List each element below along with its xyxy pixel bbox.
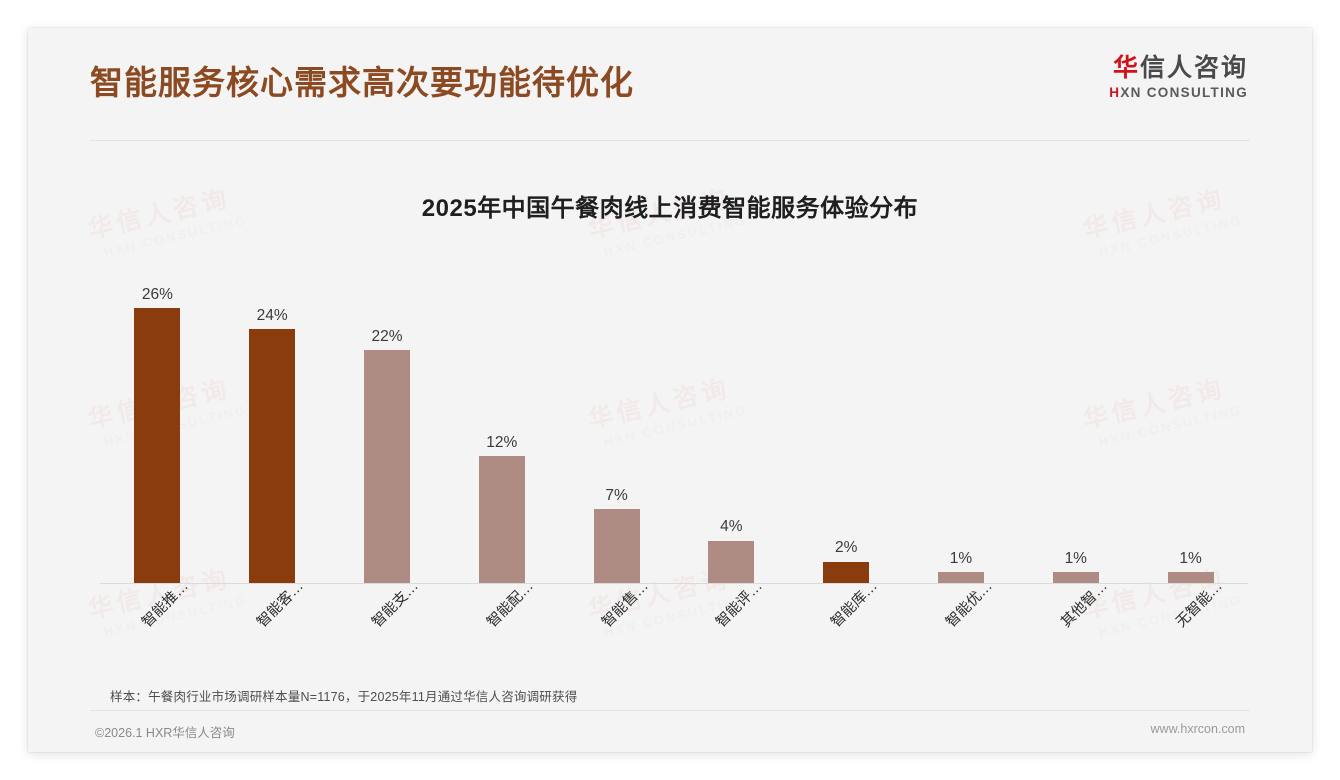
bar-group[interactable]: 7% [559, 254, 674, 583]
slide-canvas: 华信人咨询 HXN CONSULTING 华信人咨询 HXN CONSULTIN… [28, 28, 1312, 752]
x-label-slot: 智能推… [100, 578, 215, 670]
bar-value-label: 4% [720, 518, 743, 536]
x-label-slot: 智能配… [444, 578, 559, 670]
bar[interactable] [1167, 572, 1214, 583]
chart-area: 2025年中国午餐肉线上消费智能服务体验分布 26% 24% 22% 12% 7% 4% 2… [28, 146, 1312, 686]
bar-series: 26% 24% 22% 12% 7% 4% 2% 1% 1% 1% [100, 254, 1248, 583]
chart-title: 2025年中国午餐肉线上消费智能服务体验分布 [421, 195, 919, 222]
slide-footer: ©2026.1 HXR华信人咨询 www.hxrcon.com [90, 718, 1250, 746]
bar[interactable] [593, 509, 640, 583]
x-label-slot: 智能优… [904, 578, 1019, 670]
logo-en-accent: H [1109, 85, 1121, 101]
brand-logo: 华信人咨询 HXN CONSULTING [1109, 55, 1248, 100]
header-divider [90, 140, 1250, 141]
x-label-slot: 智能库… [789, 578, 904, 670]
x-axis-line [100, 583, 1248, 584]
bar-value-label: 7% [605, 486, 628, 504]
bar-group[interactable]: 26% [100, 254, 215, 583]
bar-value-label: 1% [1179, 549, 1202, 567]
bar[interactable] [708, 540, 755, 583]
bar-value-label: 12% [486, 433, 518, 451]
logo-en-rest: XN CONSULTING [1120, 85, 1248, 101]
website-url: www.hxrcon.com [1150, 722, 1245, 736]
logo-english: HXN CONSULTING [1109, 85, 1248, 100]
bar-value-label: 26% [141, 285, 173, 303]
logo-chinese: 华信人咨询 [1109, 55, 1248, 81]
chart-plot: 26% 24% 22% 12% 7% 4% 2% 1% 1% 1% 智能推… 智能客… 智能支… 智能配… [74, 254, 1266, 631]
page-title: 智能服务核心需求高次要功能待优化 [90, 64, 634, 101]
x-axis-labels: 智能推… 智能客… 智能支… 智能配… 智能售… 智能评… 智能库… 智能优… 其他智… 无智能… [100, 578, 1248, 670]
x-label-slot: 智能评… [674, 578, 789, 670]
bar-group[interactable]: 1% [904, 254, 1019, 583]
bar[interactable] [249, 329, 296, 583]
bar[interactable] [823, 561, 870, 583]
bar-group[interactable]: 24% [215, 254, 330, 583]
bar[interactable] [363, 350, 410, 583]
x-label-slot: 智能支… [330, 578, 445, 670]
bar-group[interactable]: 4% [674, 254, 789, 583]
footer-divider [90, 710, 1250, 711]
x-label-slot: 智能客… [215, 578, 330, 670]
bar-group[interactable]: 22% [330, 254, 445, 583]
x-label-slot: 智能售… [559, 578, 674, 670]
bar-group[interactable]: 2% [789, 254, 904, 583]
bar-group[interactable]: 12% [444, 254, 559, 583]
slide-header: 智能服务核心需求高次要功能待优化 华信人咨询 HXN CONSULTING [28, 28, 1312, 120]
sample-footnote: 样本：午餐肉行业市场调研样本量N=1176，于2025年11月通过华信人咨询调研… [110, 690, 578, 704]
bar-value-label: 2% [834, 539, 858, 557]
bar-value-label: 1% [949, 549, 973, 567]
bar-value-label: 22% [371, 327, 403, 345]
bar[interactable] [478, 456, 525, 583]
bar-group[interactable]: 1% [1018, 254, 1133, 583]
copyright-text: ©2026.1 HXR华信人咨询 [95, 726, 235, 740]
logo-cn-rest: 信人咨询 [1139, 54, 1248, 82]
logo-cn-accent: 华 [1112, 54, 1140, 82]
bar-value-label: 1% [1064, 549, 1087, 567]
bar-value-label: 24% [256, 306, 288, 324]
bar[interactable] [1052, 572, 1099, 583]
bar-group[interactable]: 1% [1133, 254, 1248, 583]
bar[interactable] [937, 572, 984, 583]
x-label-slot: 无智能… [1133, 578, 1248, 670]
bar[interactable] [134, 308, 181, 583]
x-label-slot: 其他智… [1018, 578, 1133, 670]
